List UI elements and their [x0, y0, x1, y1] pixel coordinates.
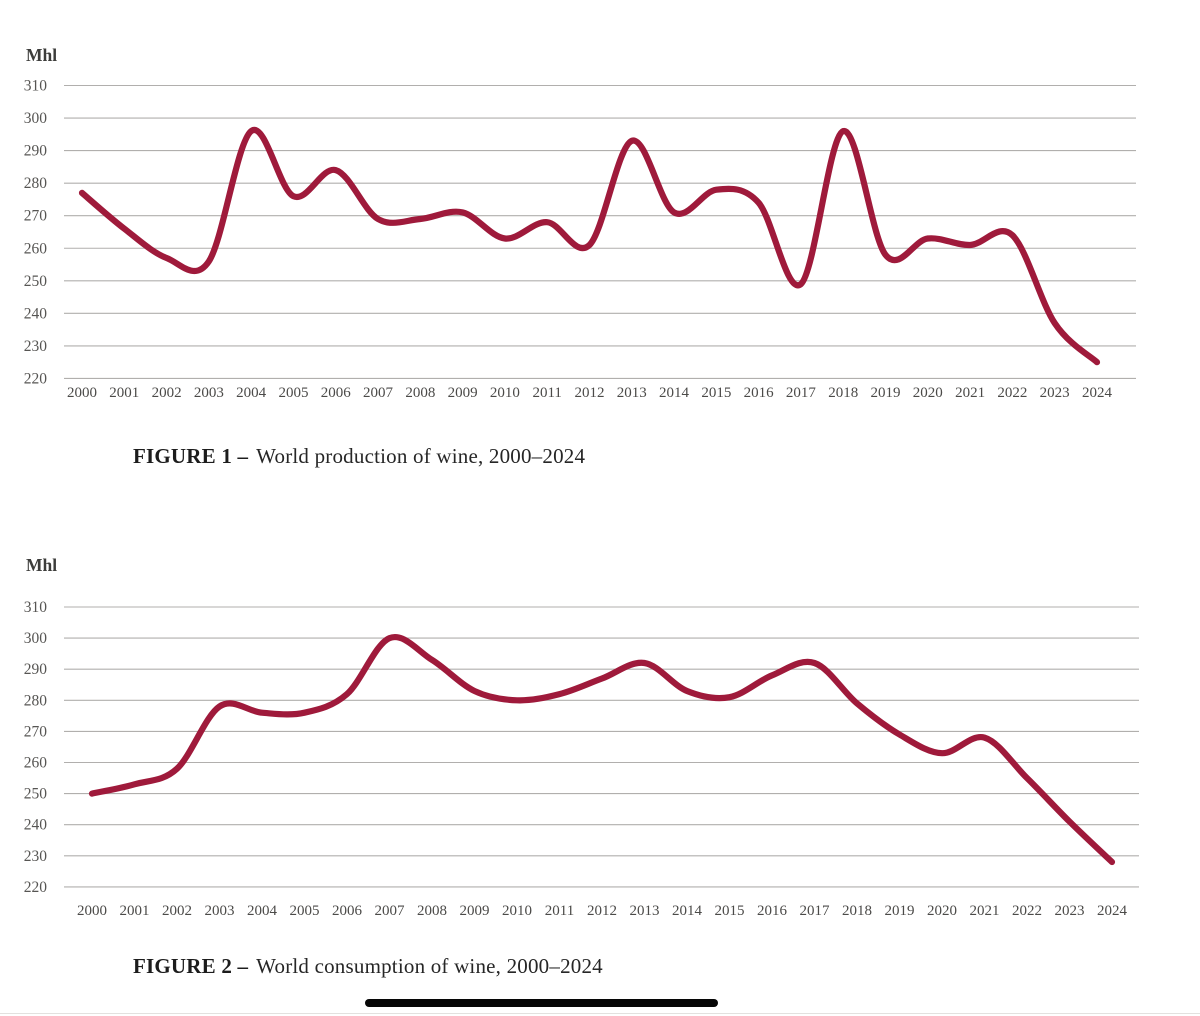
wine-data-line	[78, 126, 1101, 366]
x-tick-label: 2022	[997, 385, 1027, 401]
y-tick-label: 270	[24, 723, 48, 740]
x-tick-label: 2002	[162, 903, 192, 919]
x-tick-label: 2019	[885, 903, 915, 919]
y-tick-label: 260	[24, 755, 48, 772]
x-tick-label: 2013	[617, 385, 647, 401]
figure-2-caption: FIGURE 2 – World consumption of wine, 200…	[133, 954, 603, 979]
x-tick-label: 2000	[67, 385, 97, 401]
y-tick-label: 260	[24, 240, 48, 257]
x-tick-label: 2016	[757, 903, 788, 919]
y-tick-label: 280	[24, 692, 48, 709]
x-tick-label: 2009	[448, 385, 478, 401]
x-tick-label: 2024	[1082, 385, 1113, 401]
x-tick-label: 2021	[955, 385, 985, 401]
y-tick-label: 240	[24, 817, 48, 834]
wine-data-line	[88, 633, 1116, 866]
x-tick-label: 2021	[970, 903, 1000, 919]
x-tick-label: 2017	[800, 903, 831, 919]
figure-2-caption-title: World consumption of wine, 2000–2024	[256, 954, 603, 978]
figure-1-caption-label: FIGURE 1 –	[133, 444, 249, 468]
x-tick-label: 2024	[1097, 903, 1128, 919]
figure-1-production-chart: Mhl 310 300 290 280 270 260 250 240 230 220 2000 200…	[24, 45, 1136, 401]
y-tick-label: 300	[24, 630, 48, 647]
figure-1-caption-title: World production of wine, 2000–2024	[256, 444, 586, 468]
x-tick-label: 2006	[321, 385, 352, 401]
x-tick-label: 2012	[587, 903, 617, 919]
x-tick-label: 2001	[109, 385, 139, 401]
y-tick-label: 250	[24, 273, 48, 290]
x-tick-label: 2005	[290, 903, 320, 919]
y-tick-label: 220	[24, 879, 48, 896]
x-tick-label: 2003	[194, 385, 224, 401]
x-tick-label: 2020	[913, 385, 943, 401]
y-axis-unit-label: Mhl	[26, 555, 57, 575]
x-tick-label: 2016	[744, 385, 775, 401]
y-tick-label: 310	[24, 599, 48, 616]
bottom-divider-line	[0, 1013, 1200, 1014]
x-tick-label: 2015	[715, 903, 745, 919]
x-tick-label: 2007	[375, 903, 406, 919]
y-tick-label: 310	[24, 78, 48, 95]
x-tick-label: 2012	[574, 385, 604, 401]
x-tick-label: 2023	[1040, 385, 1070, 401]
y-tick-label: 240	[24, 305, 48, 322]
x-tick-label: 2018	[828, 385, 858, 401]
y-tick-label: 230	[24, 848, 48, 865]
x-tick-label: 2008	[405, 385, 435, 401]
figure-1-caption: FIGURE 1 – World production of wine, 2000…	[133, 444, 585, 469]
bottom-black-bar	[365, 999, 718, 1007]
figure-2-caption-label: FIGURE 2 –	[133, 954, 249, 978]
y-tick-label: 250	[24, 786, 48, 803]
x-tick-label: 2011	[532, 385, 561, 401]
y-tick-label: 230	[24, 338, 48, 355]
x-tick-label: 2002	[152, 385, 182, 401]
y-tick-label: 280	[24, 175, 48, 192]
x-tick-label: 2010	[490, 385, 520, 401]
y-tick-label: 290	[24, 143, 48, 160]
x-tick-label: 2005	[278, 385, 308, 401]
figure-2-consumption-chart: Mhl 310 300 290 280 270 260 250 240 230 220 2000 200…	[24, 555, 1139, 919]
x-tick-label: 2019	[871, 385, 901, 401]
x-tick-label: 2014	[659, 385, 690, 401]
x-tick-label: 2000	[77, 903, 107, 919]
x-tick-label: 2009	[460, 903, 490, 919]
y-tick-label: 270	[24, 208, 48, 225]
x-tick-label: 2014	[672, 903, 703, 919]
x-tick-label: 2018	[842, 903, 872, 919]
x-tick-label: 2001	[120, 903, 150, 919]
x-tick-label: 2023	[1055, 903, 1085, 919]
x-tick-label: 2010	[502, 903, 532, 919]
x-tick-label: 2011	[545, 903, 574, 919]
x-tick-label: 2007	[363, 385, 394, 401]
y-tick-label: 300	[24, 110, 48, 127]
y-tick-label: 220	[24, 370, 48, 387]
x-tick-label: 2015	[701, 385, 731, 401]
x-tick-label: 2017	[786, 385, 817, 401]
x-tick-label: 2008	[417, 903, 447, 919]
x-tick-label: 2004	[247, 903, 278, 919]
x-tick-label: 2006	[332, 903, 363, 919]
x-tick-label: 2020	[927, 903, 957, 919]
y-tick-label: 290	[24, 661, 48, 678]
x-tick-label: 2022	[1012, 903, 1042, 919]
x-tick-label: 2004	[236, 385, 267, 401]
y-axis-unit-label: Mhl	[26, 45, 57, 65]
x-tick-label: 2003	[205, 903, 235, 919]
x-tick-label: 2013	[630, 903, 660, 919]
